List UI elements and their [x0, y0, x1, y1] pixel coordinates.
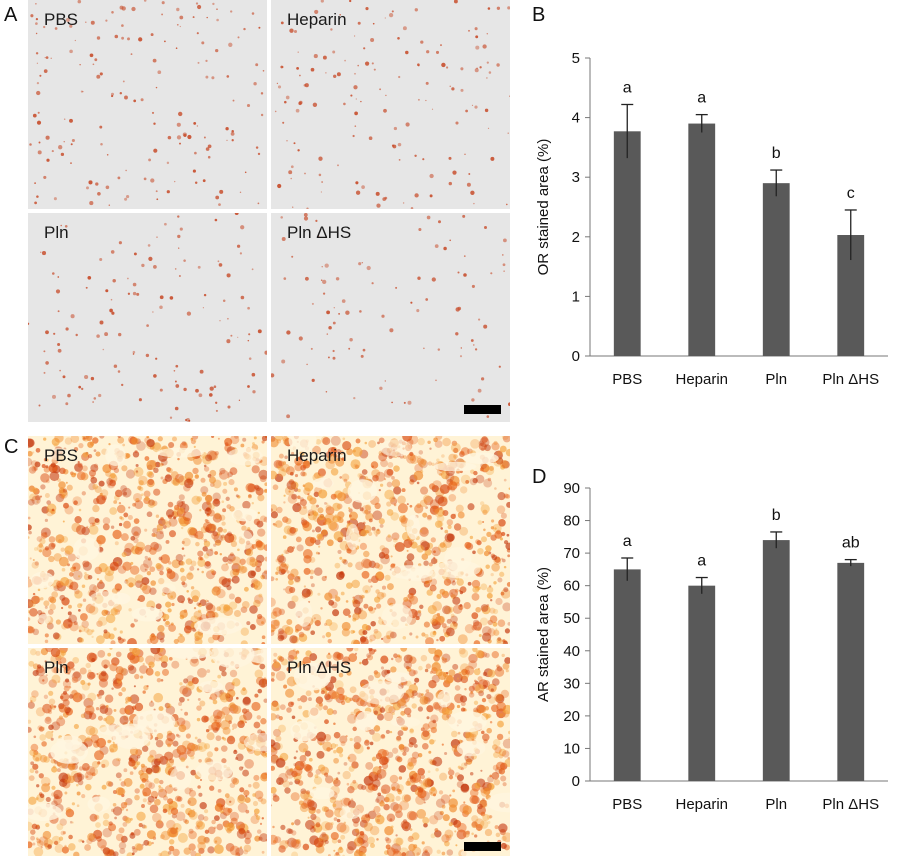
x-tick-label: PBS — [612, 371, 642, 388]
micrograph-tile-heparin: Heparin — [271, 0, 510, 209]
y-tick-label: 10 — [563, 740, 580, 757]
x-tick-label: Heparin — [675, 371, 728, 388]
bar — [837, 562, 865, 781]
y-axis-label: OR stained area (%) — [535, 139, 552, 276]
y-tick-label: 4 — [572, 110, 580, 127]
panel-letter-b: B — [532, 4, 546, 26]
y-tick-label: 20 — [563, 708, 580, 725]
scale-bar — [464, 405, 501, 414]
y-axis-label: AR stained area (%) — [535, 567, 552, 702]
scale-bar — [464, 842, 501, 851]
y-tick-label: 0 — [572, 773, 580, 790]
micrograph-tile-pln: Pln — [28, 648, 267, 856]
micrograph-grid-a: PBS Heparin Pln Pln ΔHS — [28, 0, 510, 422]
x-tick-label: Pln — [765, 371, 787, 388]
chart-svg: 0 10 20 30 40 50 60 70 80 90 AR stained area (%) a P… — [535, 480, 888, 813]
micrograph-tile-pbs: PBS — [28, 436, 267, 644]
y-tick-label: 5 — [572, 50, 580, 67]
significance-label: c — [847, 185, 855, 202]
x-tick-label: Pln ΔHS — [822, 796, 879, 813]
y-tick-label: 30 — [563, 675, 580, 692]
tile-label: Pln ΔHS — [287, 223, 352, 242]
bar-chart-b: 0 1 2 3 4 5 OR stained area (%) a PBS a Heparin b Pl… — [528, 40, 898, 400]
tile-label: Heparin — [287, 446, 347, 465]
y-tick-label: 3 — [572, 169, 580, 186]
micrograph-tile-pln: Pln — [28, 213, 267, 422]
y-tick-label: 0 — [572, 348, 580, 365]
y-tick-label: 50 — [563, 610, 580, 627]
y-tick-label: 70 — [563, 545, 580, 562]
micrograph-tile-pbs: PBS — [28, 0, 267, 209]
tile-label: Pln — [44, 658, 69, 677]
bar — [762, 183, 790, 356]
bar — [688, 123, 716, 356]
bar — [688, 585, 716, 781]
micrograph-grid-c: PBS Heparin Pln Pln ΔHS — [28, 436, 510, 856]
tile-label: Pln — [44, 223, 69, 242]
significance-label: a — [623, 79, 632, 96]
tile-label: Pln ΔHS — [287, 658, 352, 677]
tile-label: PBS — [44, 446, 79, 465]
significance-label: a — [697, 90, 706, 107]
panel-letter-d: D — [532, 466, 547, 488]
significance-label: b — [772, 507, 781, 524]
bar — [613, 131, 641, 356]
significance-label: ab — [842, 535, 860, 552]
y-tick-label: 1 — [572, 288, 580, 305]
bar-chart-d: 0 10 20 30 40 50 60 70 80 90 AR stained area (%) a P… — [528, 470, 898, 825]
micrograph-tile-pln-dhs: Pln ΔHS — [271, 213, 510, 422]
y-tick-label: 90 — [563, 480, 580, 497]
micrograph-tile-heparin: Heparin — [271, 436, 510, 644]
y-tick-label: 60 — [563, 578, 580, 595]
chart-svg: 0 1 2 3 4 5 OR stained area (%) a PBS a Heparin b Pl… — [535, 50, 888, 388]
tile-label: Heparin — [287, 10, 347, 29]
bar — [762, 540, 790, 781]
micrograph-tile-pln-dhs: Pln ΔHS — [271, 648, 510, 856]
significance-label: a — [697, 553, 706, 570]
panel-letter-a: A — [4, 4, 18, 26]
y-tick-label: 40 — [563, 643, 580, 660]
tile-label: PBS — [44, 10, 79, 29]
x-tick-label: Pln — [765, 796, 787, 813]
significance-label: a — [623, 533, 632, 550]
bar — [613, 569, 641, 781]
significance-label: b — [772, 145, 781, 162]
panel-letter-c: C — [4, 436, 19, 458]
x-tick-label: Heparin — [675, 796, 728, 813]
x-tick-label: PBS — [612, 796, 642, 813]
y-tick-label: 2 — [572, 229, 580, 246]
y-tick-label: 80 — [563, 513, 580, 530]
x-tick-label: Pln ΔHS — [822, 371, 879, 388]
